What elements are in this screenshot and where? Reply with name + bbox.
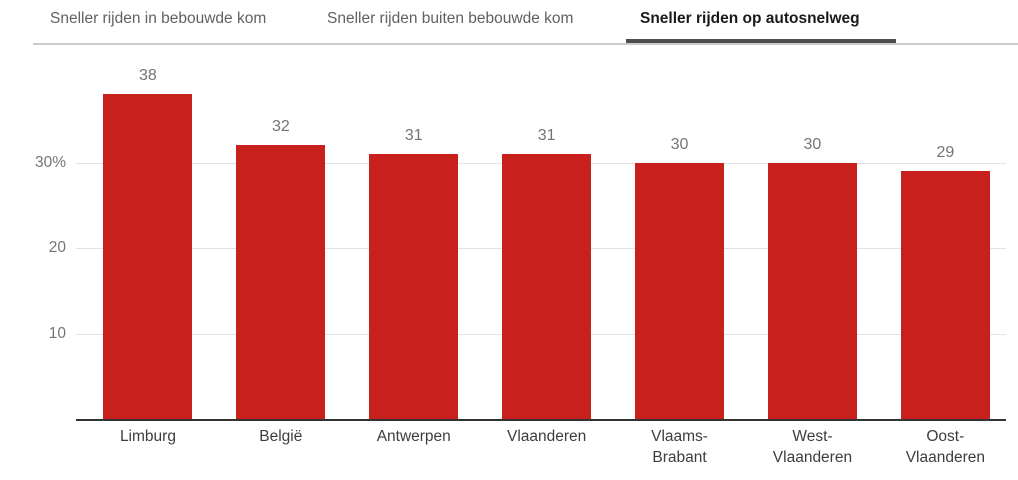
bar-chart: 10 20 30% 38 Limburg 32 België 31 Antwerpen 31 Vla… bbox=[0, 46, 1018, 480]
tab-bar: Sneller rijden in bebouwde kom Sneller r… bbox=[0, 0, 1018, 46]
bar-vlaams[interactable] bbox=[635, 162, 725, 419]
x-axis-line bbox=[76, 419, 1006, 421]
y-axis-tick-label: 10 bbox=[48, 324, 66, 342]
x-axis-label: West- Vlaanderen bbox=[772, 428, 853, 466]
x-axis-label: Oost- Vlaanderen bbox=[905, 428, 985, 466]
bar-oost[interactable] bbox=[900, 171, 990, 419]
tab-bar-divider bbox=[33, 43, 1018, 45]
bar-value-label: 32 bbox=[271, 118, 290, 136]
bar-value-label: 30 bbox=[803, 135, 822, 153]
x-axis-label: België bbox=[259, 428, 303, 445]
bar-vlaanderen[interactable] bbox=[502, 153, 592, 419]
active-tab-indicator bbox=[626, 39, 896, 43]
y-axis-tick-label: 30% bbox=[34, 153, 66, 171]
bar-belgi[interactable] bbox=[236, 145, 326, 419]
x-axis-label: Vlaams- Brabant bbox=[651, 428, 708, 466]
x-axis-label: Antwerpen bbox=[376, 428, 451, 445]
bar-limburg[interactable] bbox=[103, 94, 193, 419]
y-axis-tick-label: 20 bbox=[48, 239, 66, 256]
bar-value-label: 38 bbox=[139, 67, 157, 85]
x-axis-label: Limburg bbox=[119, 428, 176, 445]
tab-sneller-rijden-buiten-bebouwde-kom[interactable]: Sneller rijden buiten bebouwde kom bbox=[327, 10, 574, 27]
bar-value-label: 31 bbox=[537, 126, 556, 144]
tab-sneller-rijden-in-bebouwde-kom[interactable]: Sneller rijden in bebouwde kom bbox=[50, 10, 267, 27]
bar-value-label: 30 bbox=[670, 135, 689, 153]
bar-value-label: 31 bbox=[404, 126, 423, 144]
bar-value-label: 29 bbox=[936, 144, 955, 162]
bar-west[interactable] bbox=[767, 162, 857, 419]
x-axis-label: Vlaanderen bbox=[506, 428, 587, 445]
bar-antwerpen[interactable] bbox=[369, 153, 459, 419]
tab-sneller-rijden-op-autosnelweg[interactable]: Sneller rijden op autosnelweg bbox=[640, 10, 860, 27]
